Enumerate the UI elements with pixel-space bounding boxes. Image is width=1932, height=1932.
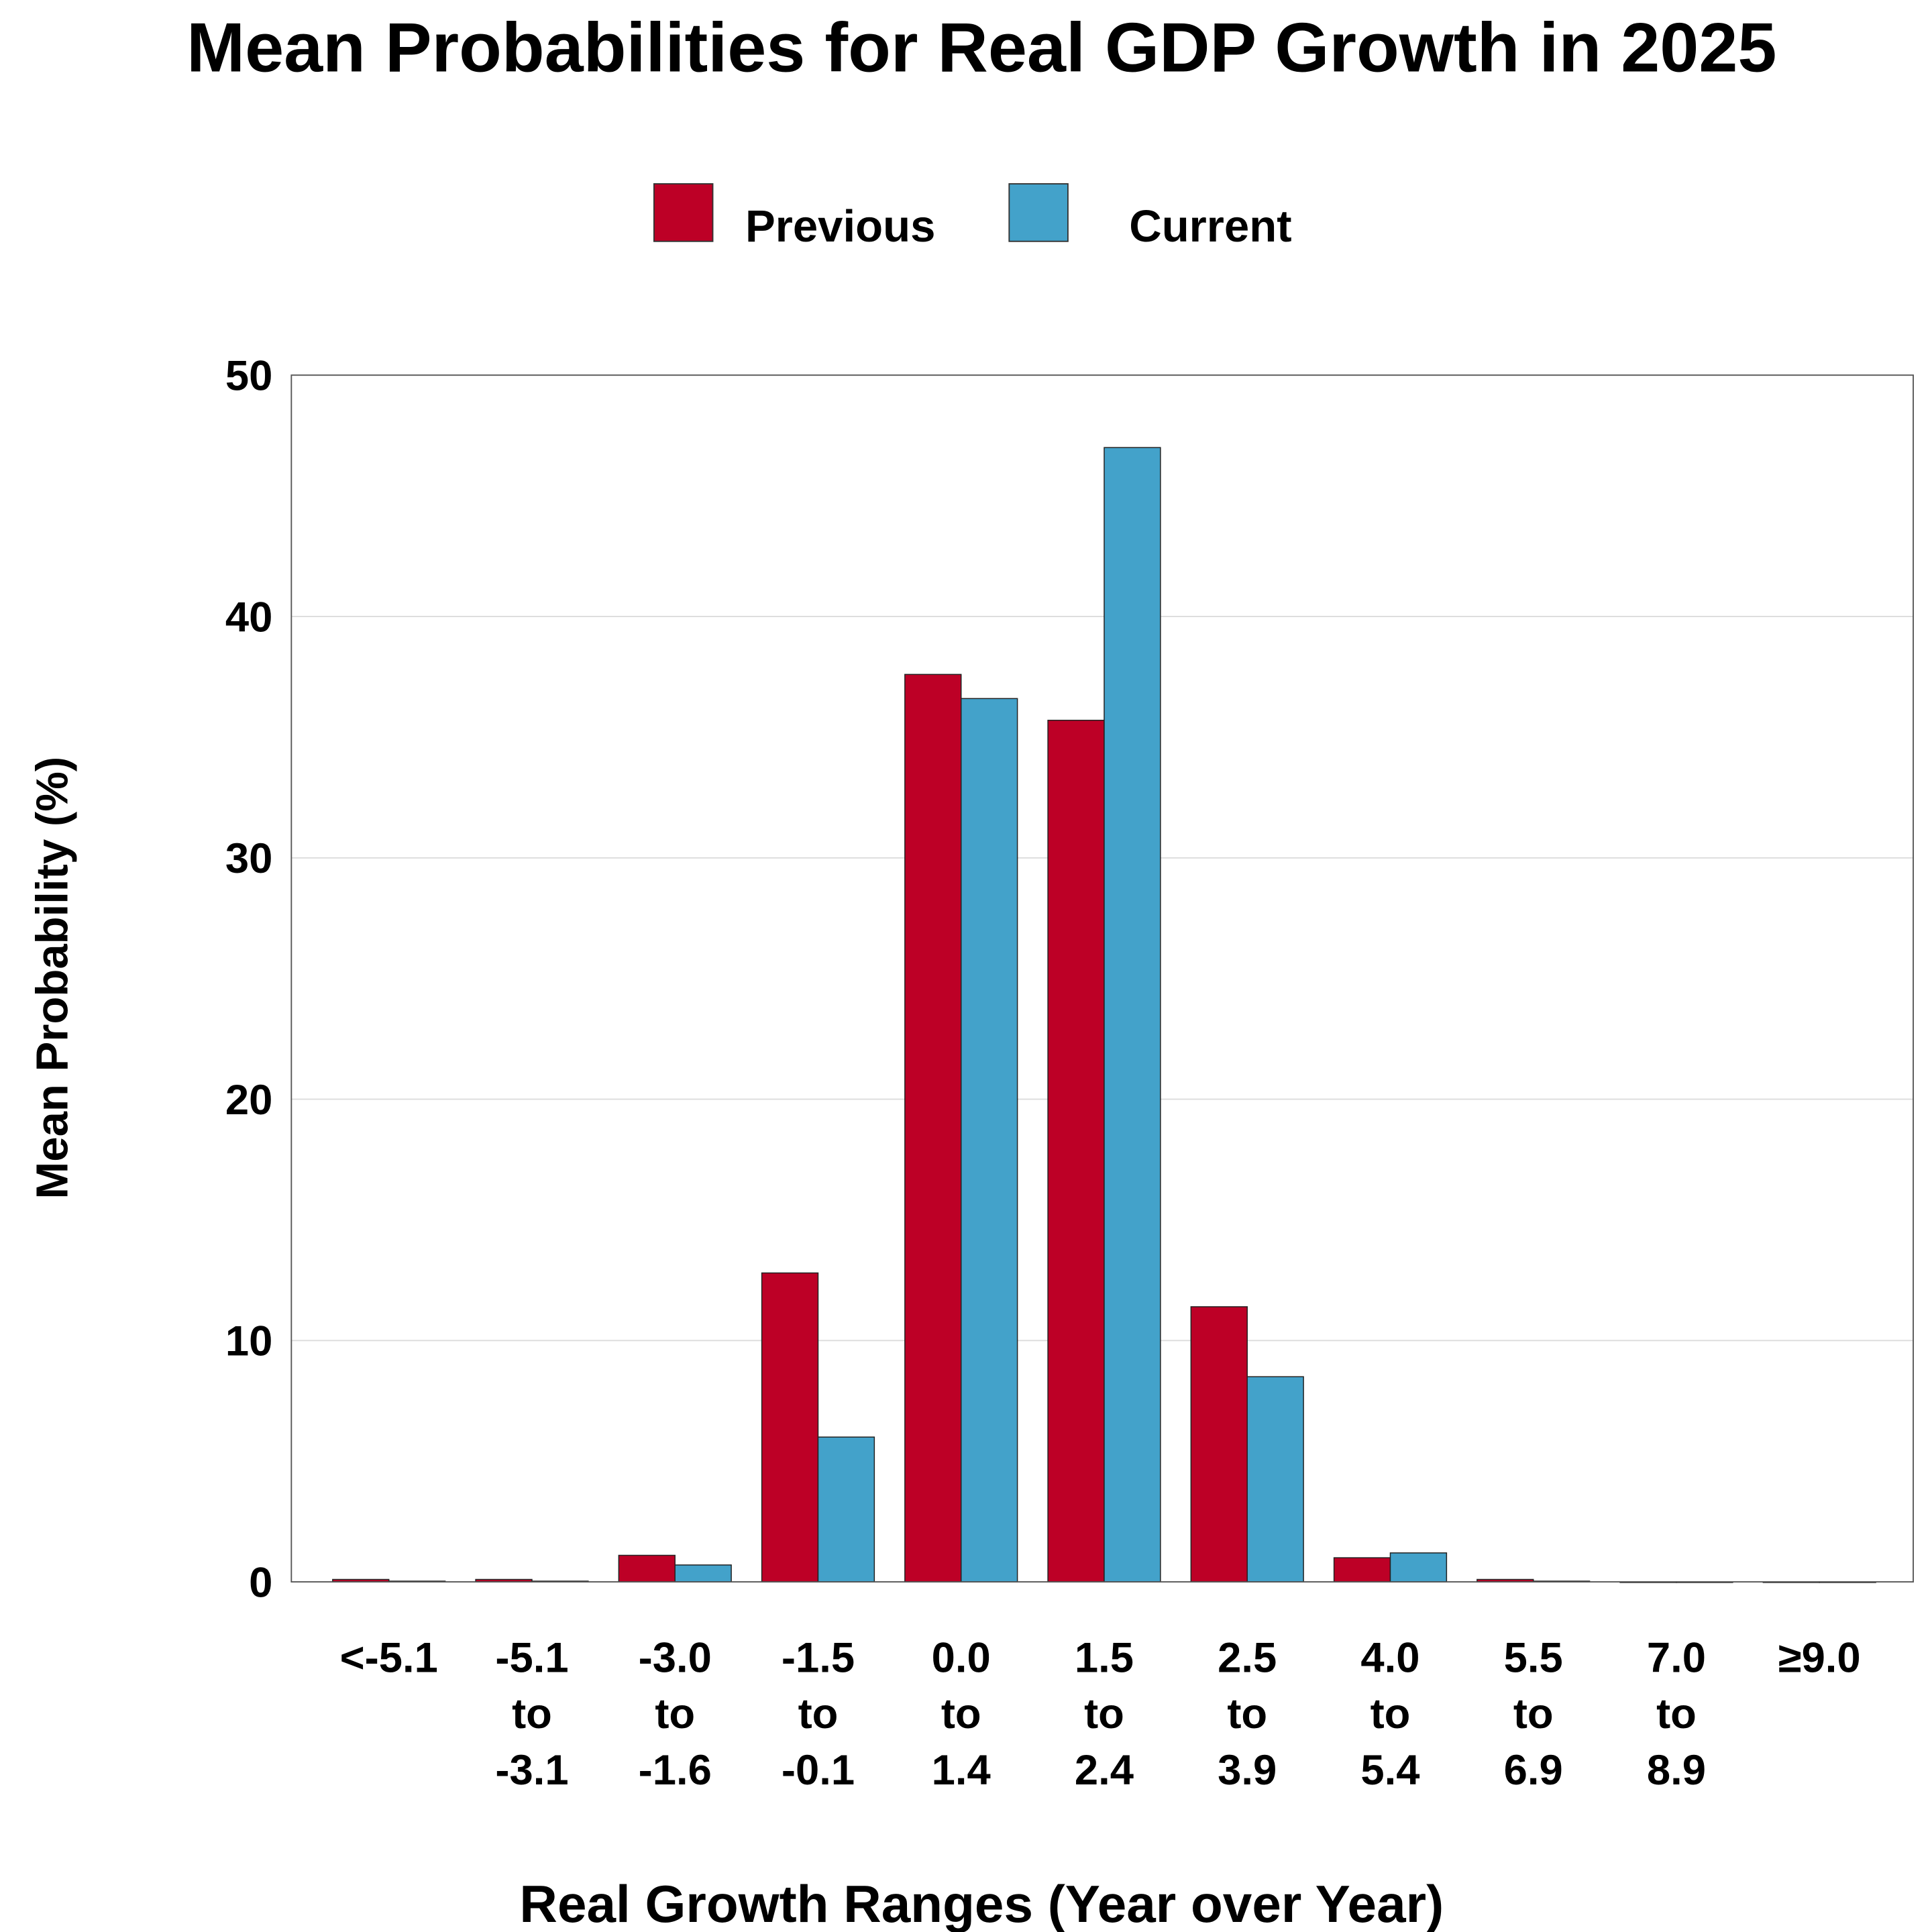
y-tick-label: 30 (225, 835, 272, 882)
y-tick-label: 20 (225, 1077, 272, 1124)
x-tick-label: to (655, 1690, 695, 1737)
x-tick-label: to (1227, 1690, 1267, 1737)
x-tick-label: to (512, 1690, 552, 1737)
bar-current (1389, 1552, 1448, 1582)
bars (332, 447, 1876, 1583)
bar-previous (1190, 1306, 1248, 1582)
x-tick-label: 3.9 (1218, 1747, 1277, 1794)
chart-title: Mean Probabilities for Real GDP Growth i… (186, 9, 1776, 87)
x-tick-label: 1.5 (1075, 1634, 1134, 1681)
bar-current (674, 1564, 732, 1582)
bar-previous (761, 1272, 819, 1582)
x-tick-label: 5.5 (1504, 1634, 1563, 1681)
x-tick-label: to (798, 1690, 839, 1737)
x-tick-label: -0.1 (782, 1747, 855, 1794)
x-tick-label: 6.9 (1504, 1747, 1563, 1794)
x-axis-ticks: <-5.1 -5.1 to -3.1 -3.0 to -1.6 -1.5 to -0.1 0.0 to… (340, 1634, 1861, 1794)
x-tick-label: 4.0 (1360, 1634, 1419, 1681)
y-tick-label: 0 (249, 1559, 272, 1606)
x-axis-label: Real Growth Ranges (Year over Year) (519, 1874, 1444, 1932)
x-tick-label: to (1371, 1690, 1411, 1737)
x-tick-label: -3.0 (639, 1634, 712, 1681)
bar-previous (618, 1554, 676, 1582)
bar-previous (1333, 1557, 1391, 1582)
bar-previous (904, 674, 962, 1582)
bar-current (1104, 447, 1161, 1582)
x-tick-label: to (941, 1690, 981, 1737)
legend-label-previous: Previous (745, 201, 935, 252)
x-tick-label: -1.6 (639, 1747, 712, 1794)
x-tick-label: -3.1 (495, 1747, 568, 1794)
x-tick-label: 2.5 (1218, 1634, 1277, 1681)
legend-swatch-previous (653, 183, 714, 242)
bar-current (960, 698, 1018, 1582)
legend-label-current: Current (1129, 201, 1291, 252)
plot-frame (290, 374, 1914, 1582)
x-tick-label: ≥9.0 (1778, 1634, 1861, 1681)
bar-current (817, 1436, 875, 1582)
legend-swatch-current (1008, 183, 1069, 242)
y-tick-label: 10 (225, 1318, 272, 1365)
bar-current (1246, 1376, 1304, 1582)
x-tick-label: to (1084, 1690, 1124, 1737)
bar-previous (1047, 719, 1105, 1582)
x-tick-label: 1.4 (932, 1747, 991, 1794)
x-tick-label: 0.0 (932, 1634, 991, 1681)
x-tick-label: 2.4 (1075, 1747, 1134, 1794)
x-tick-label: <-5.1 (340, 1634, 438, 1681)
x-tick-label: -5.1 (495, 1634, 568, 1681)
y-axis-label: Mean Probability (%) (28, 757, 78, 1199)
x-tick-label: to (1656, 1690, 1697, 1737)
x-tick-label: to (1513, 1690, 1554, 1737)
y-tick-label: 50 (225, 353, 272, 400)
y-axis-ticks: 0 10 20 30 40 50 (225, 353, 272, 1607)
x-tick-label: 7.0 (1647, 1634, 1706, 1681)
legend: Previous Current (653, 183, 1292, 252)
x-tick-label: 8.9 (1647, 1747, 1706, 1794)
x-tick-label: -1.5 (782, 1634, 855, 1681)
y-tick-label: 40 (225, 594, 272, 641)
x-tick-label: 5.4 (1360, 1747, 1419, 1794)
